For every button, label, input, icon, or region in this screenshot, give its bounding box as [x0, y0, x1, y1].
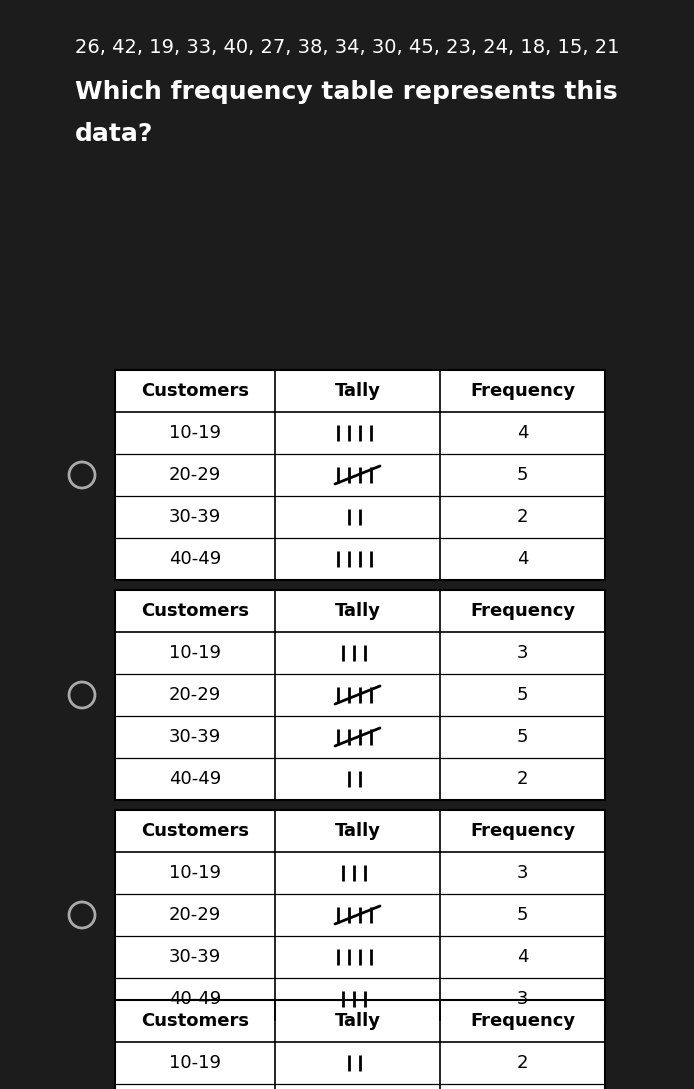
Text: 5: 5: [517, 729, 528, 746]
Text: Tally: Tally: [335, 382, 380, 400]
Text: Customers: Customers: [141, 1012, 249, 1030]
Text: Customers: Customers: [141, 822, 249, 840]
Text: Which frequency table represents this: Which frequency table represents this: [75, 79, 618, 105]
Text: 40-49: 40-49: [169, 550, 221, 568]
Text: Frequency: Frequency: [470, 822, 575, 840]
Text: 2: 2: [517, 507, 528, 526]
Text: 26, 42, 19, 33, 40, 27, 38, 34, 30, 45, 23, 24, 18, 15, 21: 26, 42, 19, 33, 40, 27, 38, 34, 30, 45, …: [75, 38, 620, 57]
Text: 4: 4: [517, 949, 528, 966]
Text: 10-19: 10-19: [169, 424, 221, 442]
FancyBboxPatch shape: [115, 370, 605, 580]
Text: 30-39: 30-39: [169, 949, 221, 966]
Text: Customers: Customers: [141, 382, 249, 400]
Text: 40-49: 40-49: [169, 990, 221, 1008]
Text: 3: 3: [517, 644, 528, 662]
Text: Tally: Tally: [335, 1012, 380, 1030]
Text: 2: 2: [517, 1054, 528, 1072]
Text: 40-49: 40-49: [169, 770, 221, 788]
Text: Tally: Tally: [335, 602, 380, 620]
FancyBboxPatch shape: [115, 810, 605, 1020]
Text: Customers: Customers: [141, 602, 249, 620]
Text: 3: 3: [517, 864, 528, 882]
Text: 4: 4: [517, 424, 528, 442]
Text: Frequency: Frequency: [470, 382, 575, 400]
Text: 3: 3: [517, 990, 528, 1008]
Text: 20-29: 20-29: [169, 466, 221, 484]
Text: Frequency: Frequency: [470, 1012, 575, 1030]
Text: 30-39: 30-39: [169, 729, 221, 746]
Text: Tally: Tally: [335, 822, 380, 840]
Text: 4: 4: [517, 550, 528, 568]
Text: 10-19: 10-19: [169, 864, 221, 882]
Text: Frequency: Frequency: [470, 602, 575, 620]
Text: 5: 5: [517, 686, 528, 703]
FancyBboxPatch shape: [115, 1000, 605, 1089]
Text: 2: 2: [517, 770, 528, 788]
Text: 10-19: 10-19: [169, 644, 221, 662]
Text: 30-39: 30-39: [169, 507, 221, 526]
Text: 5: 5: [517, 906, 528, 923]
Text: 5: 5: [517, 466, 528, 484]
Text: data?: data?: [75, 122, 153, 146]
Text: 10-19: 10-19: [169, 1054, 221, 1072]
Text: 20-29: 20-29: [169, 906, 221, 923]
Text: 20-29: 20-29: [169, 686, 221, 703]
FancyBboxPatch shape: [115, 590, 605, 800]
